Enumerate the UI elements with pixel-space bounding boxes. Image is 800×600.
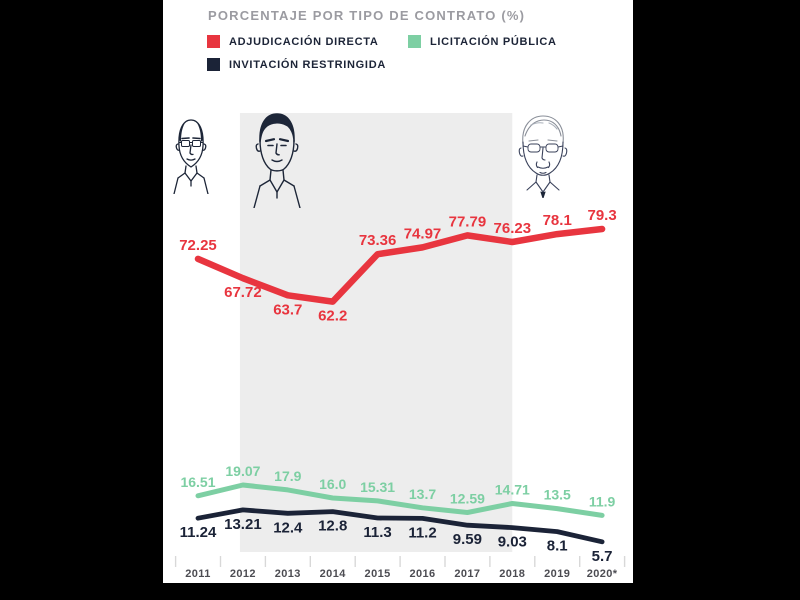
data-label: 72.25 — [179, 237, 217, 254]
data-label: 14.71 — [495, 482, 530, 498]
data-label: 17.9 — [274, 468, 301, 484]
contract-type-line-chart: 2011 2012 2013 2014 2015 2016 2017 2018 2019 2020… — [174, 113, 626, 580]
data-label: 8.1 — [547, 538, 568, 555]
data-label: 5.7 — [592, 548, 613, 565]
x-axis-label: 2014 — [320, 568, 347, 580]
legend-swatch-navy — [207, 58, 220, 71]
data-label: 67.72 — [224, 284, 262, 301]
data-label: 63.7 — [273, 301, 302, 318]
data-label: 73.36 — [359, 232, 397, 249]
series-line-2 — [195, 507, 605, 545]
legend-item-licitacion-publica: LICITACIÓN PÚBLICA — [408, 35, 557, 48]
x-axis-label: 2019 — [544, 568, 570, 580]
portrait-felipe-calderon — [168, 112, 214, 194]
data-label: 13.7 — [409, 486, 436, 502]
data-label: 11.2 — [408, 524, 436, 541]
x-axis-label: 2016 — [409, 568, 435, 580]
x-axis-label: 2012 — [230, 568, 256, 580]
data-label: 15.31 — [360, 479, 395, 495]
legend-label: INVITACIÓN RESTRINGIDA — [229, 58, 386, 71]
data-label: 76.23 — [494, 220, 532, 237]
data-label: 9.03 — [498, 534, 527, 551]
x-axis-label: 2015 — [365, 568, 391, 580]
data-label: 13.5 — [544, 487, 571, 503]
data-label: 16.51 — [180, 474, 215, 490]
data-label: 62.2 — [318, 308, 347, 325]
data-label: 11.24 — [180, 524, 217, 541]
legend-swatch-green — [408, 35, 421, 48]
legend-label: ADJUDICACIÓN DIRECTA — [229, 35, 379, 48]
data-label: 11.3 — [363, 524, 391, 541]
portrait-enrique-pena-nieto — [246, 108, 308, 208]
x-axis-label: 2011 — [185, 568, 210, 580]
x-axis-label: 2017 — [454, 568, 480, 580]
chart-panel: PORCENTAJE POR TIPO DE CONTRATO (%) ADJU… — [163, 0, 633, 583]
data-label: 77.79 — [449, 213, 487, 230]
legend-swatch-red — [207, 35, 220, 48]
series-line-0 — [194, 225, 606, 305]
data-label: 74.97 — [404, 225, 442, 242]
portrait-amlo — [511, 110, 575, 198]
data-label: 12.59 — [450, 491, 485, 507]
data-label: 9.59 — [453, 531, 482, 548]
legend-label: LICITACIÓN PÚBLICA — [430, 35, 557, 48]
data-label: 12.8 — [318, 518, 347, 535]
data-label: 11.9 — [589, 493, 616, 509]
x-axis-label: 2013 — [275, 568, 301, 580]
x-axis-label: 2020* — [587, 568, 618, 580]
data-label: 78.1 — [543, 212, 572, 229]
x-axis-label: 2018 — [499, 568, 525, 580]
data-label: 16.0 — [319, 476, 346, 492]
chart-title: PORCENTAJE POR TIPO DE CONTRATO (%) — [208, 8, 526, 23]
data-label: 19.07 — [225, 463, 260, 479]
legend-item-invitacion-restringida: INVITACIÓN RESTRINGIDA — [207, 58, 386, 71]
data-label: 79.3 — [587, 207, 616, 224]
data-label: 13.21 — [224, 516, 262, 533]
series-line-1 — [195, 482, 605, 518]
legend-item-adjudicacion-directa: ADJUDICACIÓN DIRECTA — [207, 35, 378, 48]
data-label: 12.4 — [273, 519, 303, 536]
pena-nieto-term-highlight-band — [239, 113, 513, 552]
